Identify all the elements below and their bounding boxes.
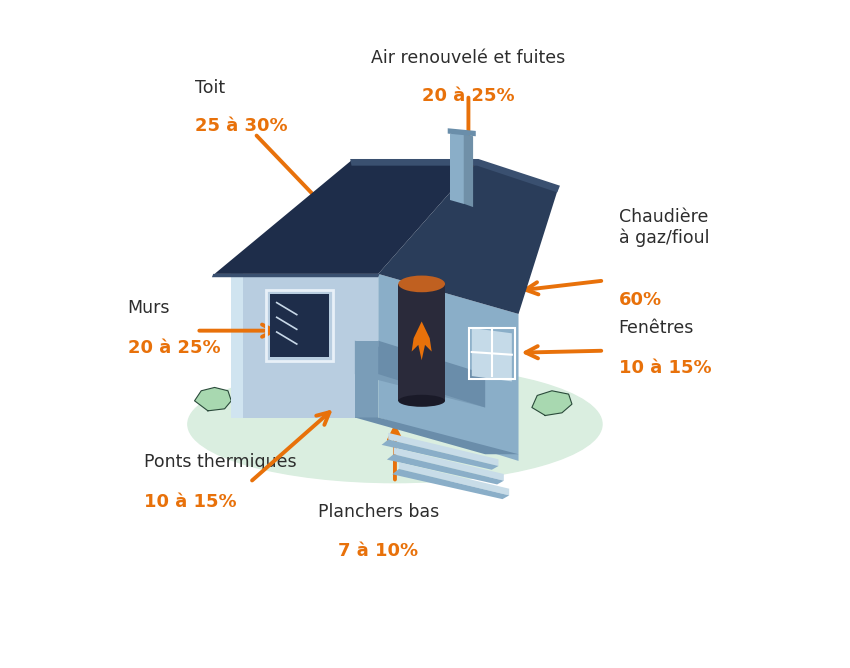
Polygon shape	[270, 294, 329, 357]
Polygon shape	[464, 134, 473, 207]
Polygon shape	[532, 391, 572, 415]
Polygon shape	[378, 341, 485, 407]
Text: 20 à 25%: 20 à 25%	[422, 87, 515, 105]
Text: 60%: 60%	[619, 291, 662, 309]
Polygon shape	[212, 274, 380, 277]
Polygon shape	[378, 160, 558, 314]
Polygon shape	[378, 274, 518, 461]
Ellipse shape	[399, 395, 445, 407]
Ellipse shape	[188, 366, 602, 482]
Ellipse shape	[399, 275, 445, 293]
Polygon shape	[399, 284, 445, 401]
Text: 10 à 15%: 10 à 15%	[619, 359, 711, 377]
Text: Planchers bas: Planchers bas	[318, 503, 439, 521]
Polygon shape	[354, 341, 485, 407]
Polygon shape	[350, 159, 560, 192]
Polygon shape	[392, 469, 509, 499]
Polygon shape	[399, 462, 509, 496]
Polygon shape	[450, 134, 464, 204]
Text: Murs: Murs	[128, 299, 170, 317]
Polygon shape	[448, 128, 476, 136]
Polygon shape	[231, 273, 243, 418]
Text: Fenêtres: Fenêtres	[619, 319, 694, 337]
Text: Ponts thermiques: Ponts thermiques	[144, 453, 297, 471]
Polygon shape	[472, 328, 512, 381]
Text: Toit: Toit	[195, 79, 224, 97]
Polygon shape	[214, 160, 479, 274]
Text: 10 à 15%: 10 à 15%	[144, 493, 237, 511]
Polygon shape	[354, 418, 518, 454]
Polygon shape	[394, 448, 504, 481]
Text: 20 à 25%: 20 à 25%	[128, 339, 220, 357]
Text: Air renouvelé et fuites: Air renouvelé et fuites	[371, 49, 565, 67]
Text: 25 à 30%: 25 à 30%	[195, 117, 287, 135]
Polygon shape	[235, 274, 378, 418]
Polygon shape	[388, 433, 498, 466]
Polygon shape	[387, 454, 504, 484]
Text: 7 à 10%: 7 à 10%	[338, 542, 418, 560]
Polygon shape	[411, 321, 432, 360]
Text: Chaudière
à gaz/fioul: Chaudière à gaz/fioul	[619, 208, 709, 247]
Polygon shape	[382, 440, 498, 470]
Polygon shape	[195, 387, 231, 411]
Polygon shape	[354, 341, 378, 418]
